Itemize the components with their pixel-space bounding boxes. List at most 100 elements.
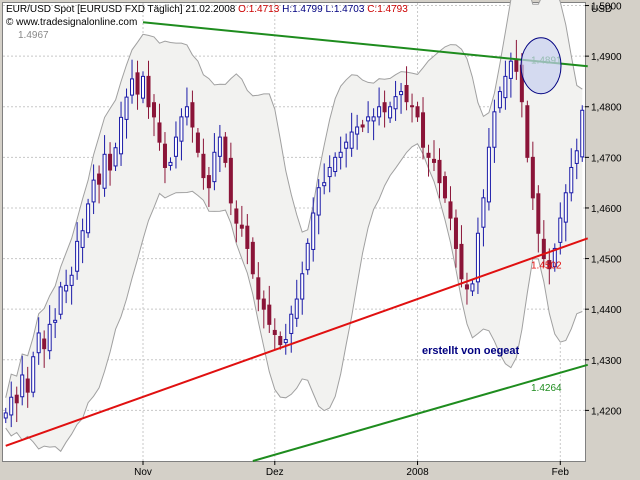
candle-body [75, 240, 80, 272]
candle-body [228, 157, 233, 204]
x-tick-label: Feb [552, 467, 570, 478]
candle-body [360, 124, 365, 128]
candle-body [201, 153, 206, 179]
candle-body [366, 116, 371, 122]
y-tick-label: 1,4700 [591, 153, 622, 164]
candle-body [503, 75, 508, 99]
candle-body [97, 173, 102, 185]
candle-body [311, 212, 316, 250]
y-tick-label: 1,4800 [591, 103, 622, 114]
bollinger-lower [5, 143, 583, 453]
bollinger-band-fill [5, 0, 583, 452]
candle-body [25, 378, 30, 393]
header-symbol: EUR/USD Spot [EURUSD FXD Täglich] [6, 4, 183, 15]
candle-body [168, 161, 173, 166]
candle-body [437, 159, 442, 184]
candle-body [91, 179, 96, 203]
highlight-ellipse [520, 37, 562, 95]
candle-body [442, 176, 448, 199]
candle-body [119, 116, 124, 155]
candle-body [234, 208, 239, 224]
candle-body [267, 304, 272, 325]
candle-body [151, 102, 157, 118]
candle-body [470, 283, 475, 292]
candle-body [245, 225, 250, 249]
x-tick-label: Dez [266, 467, 284, 478]
candle-body [58, 286, 63, 315]
candle-body [415, 106, 420, 118]
header-date: 21.02.2008 [185, 4, 236, 15]
y-tick-label: 1,4400 [591, 305, 622, 316]
candle-body [464, 284, 469, 290]
candle-body [563, 192, 568, 223]
candle-body [289, 313, 294, 334]
y-tick-label: 1,4900 [591, 52, 622, 63]
candle-body [333, 156, 338, 173]
candle-body [377, 106, 382, 118]
candle-body [508, 60, 513, 79]
candle-body [239, 224, 244, 229]
candle-body [558, 217, 563, 243]
header-low: 1.4703 [333, 4, 365, 15]
trendline-support [5, 237, 589, 447]
candle-body [305, 242, 310, 271]
candle-body [278, 336, 283, 346]
candle-body [173, 136, 178, 157]
candle-body [431, 158, 437, 163]
candle-body [426, 152, 431, 158]
candle-body [3, 412, 8, 419]
candle-body [184, 106, 189, 118]
candle-body [382, 102, 387, 113]
candle-body [349, 131, 354, 149]
candle-body [580, 109, 585, 158]
candle-body [223, 136, 228, 163]
y-axis-unit: USD [591, 4, 613, 15]
candle-body [146, 75, 151, 108]
candle-body [371, 116, 376, 122]
candle-body [190, 102, 195, 128]
y-tick-label: 1,4600 [591, 204, 622, 215]
candle-body [272, 329, 277, 335]
candle-body [140, 75, 146, 99]
candle-body [481, 197, 486, 228]
header-high: 1.4799 [292, 4, 323, 15]
header-low-label: L: [325, 4, 334, 15]
chart-header: EUR/USD Spot [EURUSD FXD Täglich] 21.02.… [6, 4, 408, 15]
candle-body [448, 201, 453, 219]
candle-body [393, 96, 398, 110]
header-open-label: O: [238, 4, 249, 15]
candle-body [86, 203, 91, 234]
candle-body [316, 187, 321, 216]
candle-body [492, 111, 497, 148]
candle-body [404, 84, 409, 103]
x-tick-label: Nov [134, 467, 152, 478]
candle-body [162, 143, 167, 168]
candle-body [355, 126, 360, 135]
header-open: 1.4713 [248, 4, 280, 15]
candle-body [525, 105, 530, 158]
trendline-lower_channel [252, 363, 589, 462]
candle-body [322, 182, 327, 187]
candle-body [574, 150, 579, 164]
y-tick-label: 1,4300 [591, 356, 622, 367]
candle-body [552, 247, 557, 268]
candle-body [9, 396, 14, 416]
candle-body [283, 339, 288, 344]
candle-body [53, 319, 58, 323]
header-high-label: H: [282, 4, 293, 15]
y-tick-label: 1,4200 [591, 406, 622, 417]
candle-body [569, 166, 574, 194]
candle-body [453, 217, 458, 249]
candle-body [64, 284, 69, 292]
candle-body [124, 96, 129, 120]
candle-body [530, 156, 535, 199]
candle-body [547, 260, 552, 270]
candle-body [338, 151, 343, 158]
candle-body [130, 78, 135, 96]
candle-body [36, 332, 41, 354]
credit-text: © www.tradesignalonline.com [6, 17, 138, 28]
candle-body [42, 338, 47, 350]
candle-body [80, 230, 85, 248]
candle-body [113, 147, 118, 167]
